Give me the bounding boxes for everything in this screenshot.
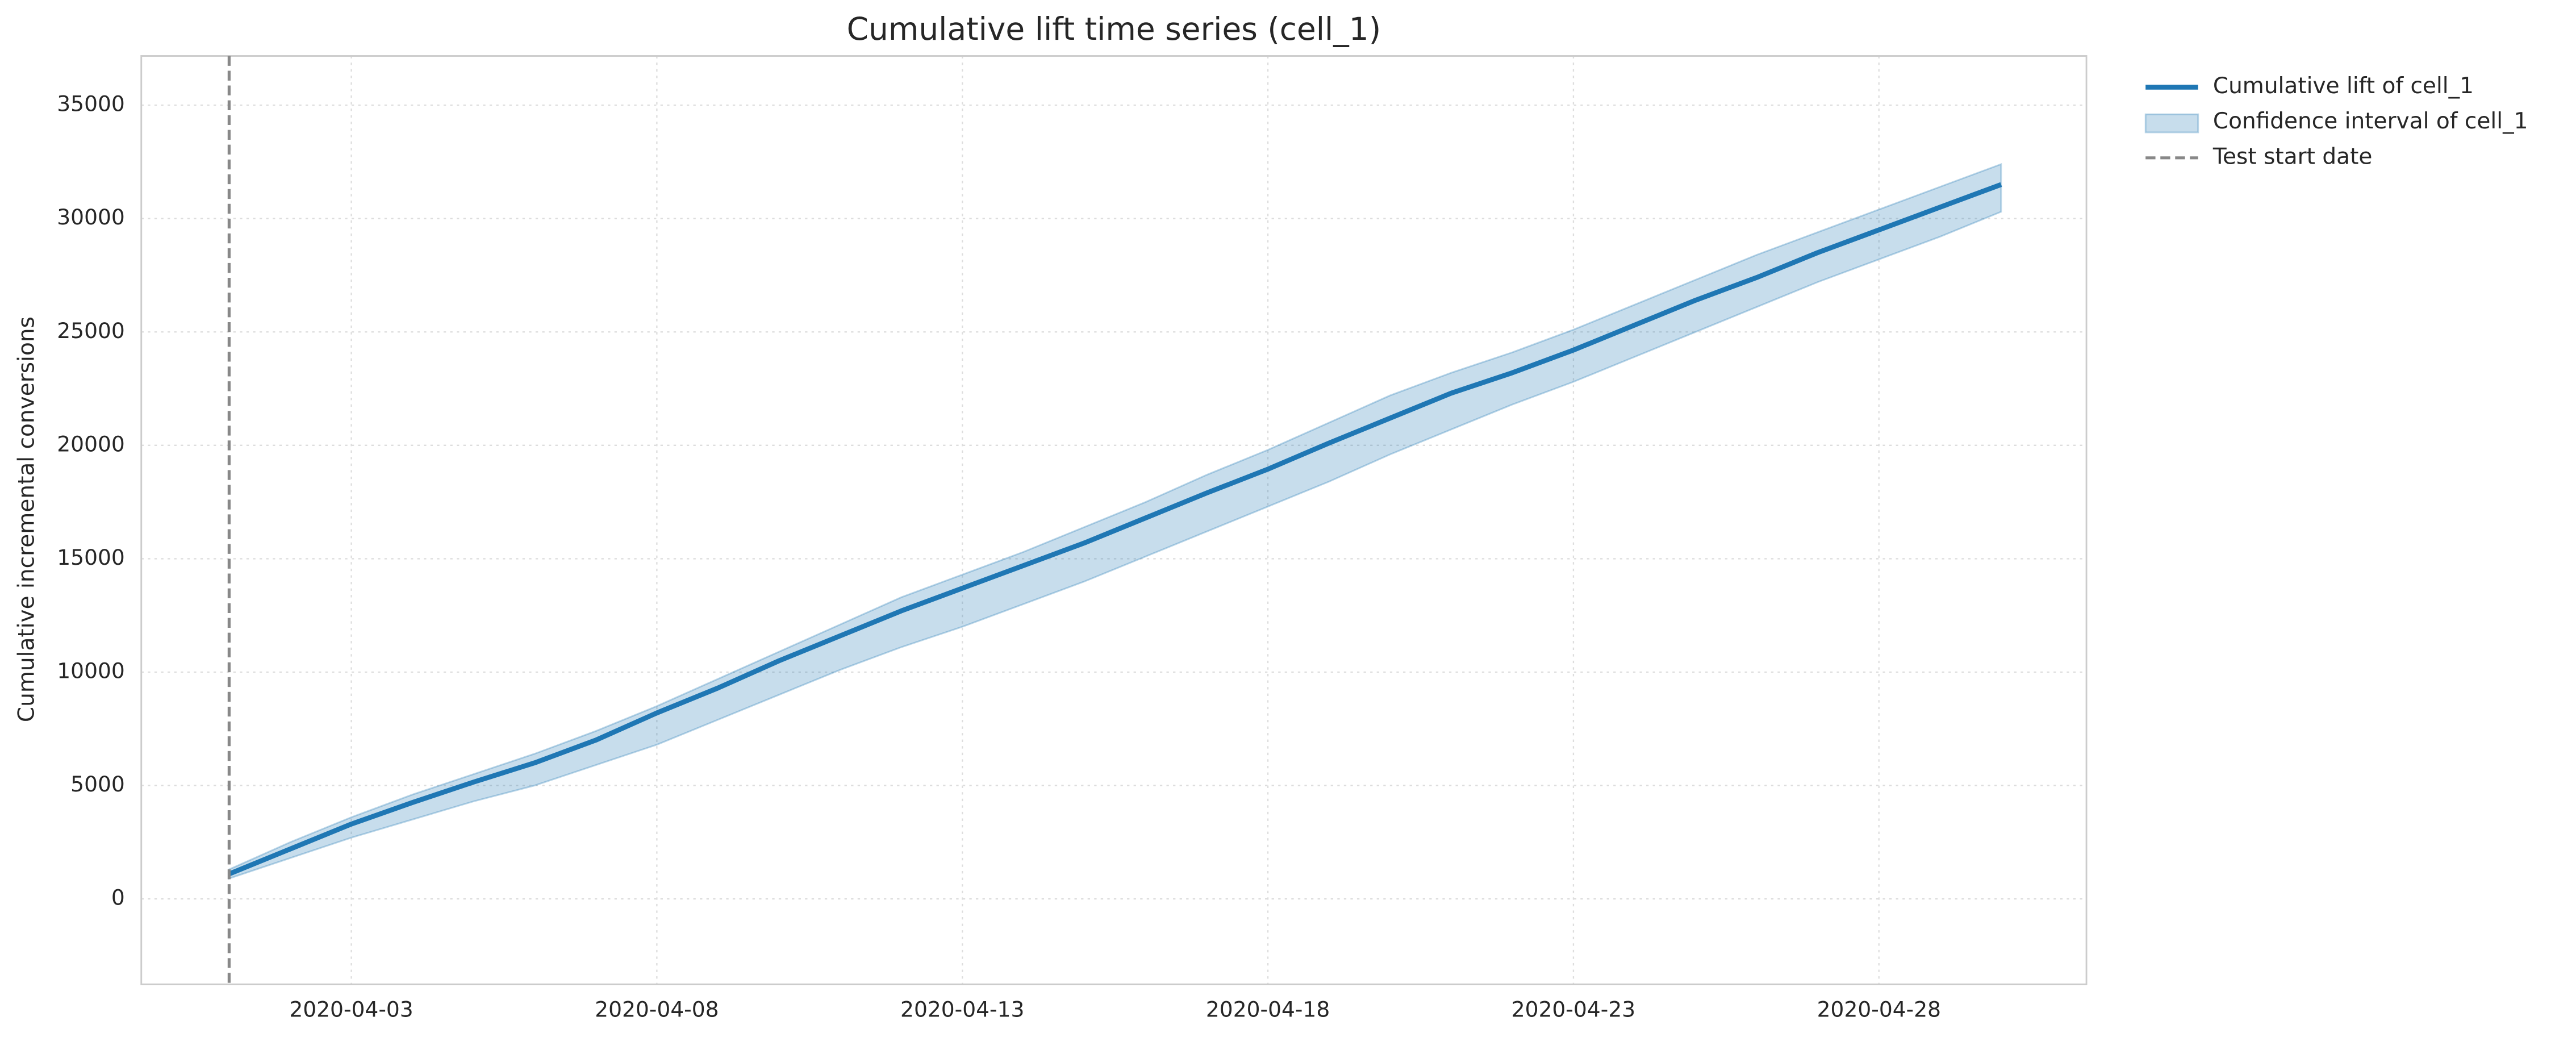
chart-title: Cumulative lift time series (cell_1) xyxy=(847,11,1381,47)
confidence-band xyxy=(228,162,2002,880)
legend-label: Cumulative lift of cell_1 xyxy=(2213,73,2474,99)
legend-label: Test start date xyxy=(2212,144,2373,169)
x-tick-label: 2020-04-18 xyxy=(1206,997,1330,1022)
x-tick-label: 2020-04-03 xyxy=(289,997,413,1022)
y-axis-label: Cumulative incremental conversions xyxy=(14,316,40,722)
y-tick-label: 30000 xyxy=(57,205,125,230)
y-tick-label: 15000 xyxy=(57,545,125,570)
y-tick-label: 25000 xyxy=(57,318,125,343)
plot-frame xyxy=(140,55,2087,986)
y-tick-label: 20000 xyxy=(57,431,125,456)
legend-swatch xyxy=(2144,113,2199,134)
x-tick-label: 2020-04-23 xyxy=(1512,997,1635,1022)
line xyxy=(228,182,2002,877)
x-tick-label: 2020-04-13 xyxy=(900,997,1024,1022)
x-tick-label: 2020-04-28 xyxy=(1817,997,1941,1022)
y-tick-label: 35000 xyxy=(57,91,125,116)
y-tick-label: 5000 xyxy=(70,772,125,797)
y-tick-label: 10000 xyxy=(57,658,125,683)
legend-label: Confidence interval of cell_1 xyxy=(2213,109,2528,134)
x-tick-label: 2020-04-08 xyxy=(595,997,719,1022)
y-tick-label: 0 xyxy=(111,885,125,910)
